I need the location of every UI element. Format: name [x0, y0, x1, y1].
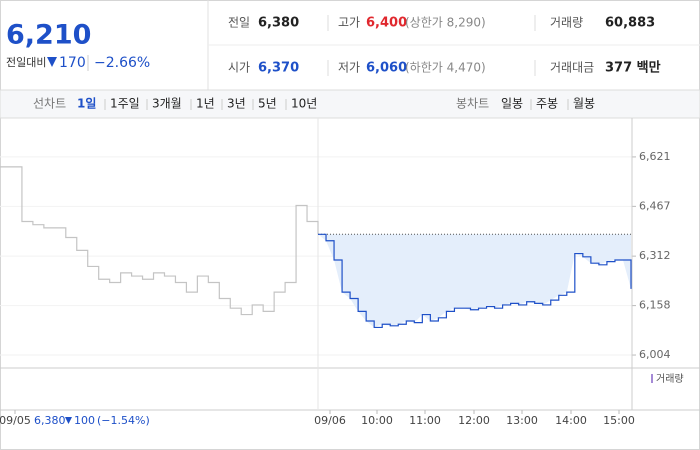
tab[interactable]: 월봉 — [573, 97, 595, 111]
stat-value: 6,400 — [366, 16, 407, 31]
tab[interactable]: 5년 — [258, 97, 277, 111]
prev-close: 6,380 — [34, 414, 66, 427]
y-tick-label: 6,312 — [639, 249, 671, 262]
stat-label: 저가 — [338, 61, 360, 75]
area-fill — [318, 234, 631, 328]
toolbar — [0, 89, 700, 119]
legend-swatch — [651, 374, 653, 383]
stat-value: 6,370 — [258, 61, 299, 76]
x-tick-label: 09/06 — [314, 414, 346, 427]
down-icon — [47, 57, 57, 67]
change-label: 전일대비 — [6, 55, 46, 69]
change-pct: −2.66% — [94, 55, 150, 71]
tab[interactable]: 3년 — [227, 97, 246, 111]
stat-value: 377 백만 — [605, 60, 661, 76]
tab[interactable]: 주봉 — [536, 97, 558, 111]
stat-note: (상한가 8,290) — [405, 16, 486, 30]
y-tick-label: 6,621 — [639, 150, 671, 163]
tab[interactable]: 일봉 — [501, 97, 523, 111]
x-tick-label: 13:00 — [506, 414, 538, 427]
x-tick-label: 15:00 — [603, 414, 635, 427]
tab[interactable]: 3개월 — [152, 97, 182, 111]
x-tick-label: 09/05 — [0, 414, 31, 427]
prev-change: 100 — [74, 414, 95, 427]
tab[interactable]: 1일 — [77, 97, 96, 111]
y-tick-label: 6,158 — [639, 299, 671, 312]
legend-label: 거래량 — [656, 373, 684, 385]
stat-label: 전일 — [228, 16, 250, 30]
price-line — [318, 233, 632, 329]
tab[interactable]: 1주일 — [110, 97, 140, 111]
y-tick-label: 6,467 — [639, 199, 671, 212]
stat-label: 거래대금 — [550, 61, 594, 75]
tab[interactable]: 1년 — [196, 97, 215, 111]
stat-value: 6,060 — [366, 61, 407, 76]
tab-group-label: 선차트 — [33, 97, 66, 111]
stat-note: (하한가 4,470) — [405, 61, 486, 75]
price: 6,210 — [6, 20, 91, 51]
stat-label: 시가 — [228, 61, 250, 75]
stat-label: 거래량 — [550, 16, 583, 30]
stat-label: 고가 — [338, 16, 360, 30]
y-tick-label: 6,004 — [639, 348, 671, 361]
price-line — [0, 166, 319, 316]
stat-value: 6,380 — [258, 16, 299, 31]
stat-value: 60,883 — [605, 16, 655, 31]
tab-group-label: 봉차트 — [456, 97, 489, 111]
x-tick-label: 14:00 — [555, 414, 587, 427]
change: 170 — [59, 55, 86, 71]
x-tick-label: 12:00 — [458, 414, 490, 427]
x-tick-label: 10:00 — [361, 414, 393, 427]
tab[interactable]: 10년 — [291, 97, 317, 111]
down-icon — [65, 417, 72, 424]
prev-change-pct: (−1.54%) — [97, 414, 150, 427]
x-tick-label: 11:00 — [409, 414, 441, 427]
